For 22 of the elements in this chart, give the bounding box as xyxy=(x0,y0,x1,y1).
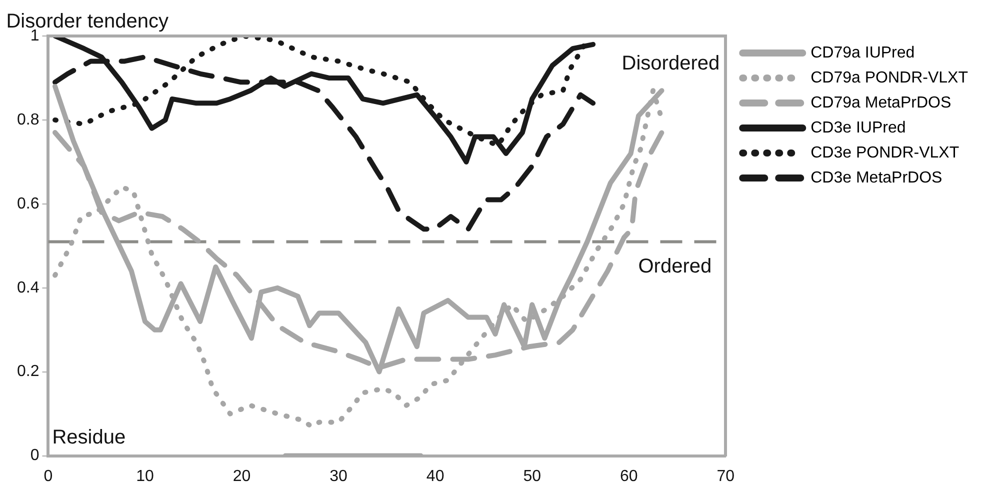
y-tick-label: 0.6 xyxy=(16,195,40,212)
legend-label: CD3e PONDR-VLXT xyxy=(810,144,960,162)
legend-label: CD3e MetaPrDOS xyxy=(810,169,942,186)
x-tick-label: 60 xyxy=(620,468,638,485)
x-tick-label: 10 xyxy=(136,468,154,485)
x-tick-label: 0 xyxy=(44,468,53,485)
annotation: Disordered xyxy=(622,52,720,75)
x-axis-title: Residue xyxy=(52,426,126,448)
legend-label: CD3e IUPred xyxy=(810,119,906,136)
y-tick-label: 0.2 xyxy=(16,363,40,380)
x-tick-label: 20 xyxy=(232,468,251,485)
annotation: Ordered xyxy=(638,255,712,278)
x-tick-label: 40 xyxy=(426,468,444,485)
x-tick-label: 70 xyxy=(716,468,735,485)
y-tick-label: 0.8 xyxy=(16,111,40,128)
legend-label: CD79a MetaPrDOS xyxy=(810,94,952,112)
legend-label: CD79a IUPred xyxy=(810,44,915,62)
y-tick-label: 0.4 xyxy=(16,279,40,296)
x-tick-label: 30 xyxy=(330,468,348,485)
y-tick-label: 0 xyxy=(30,447,40,464)
x-tick-label: 50 xyxy=(523,468,542,485)
legend-label: CD79a PONDR-VLXT xyxy=(810,69,968,86)
